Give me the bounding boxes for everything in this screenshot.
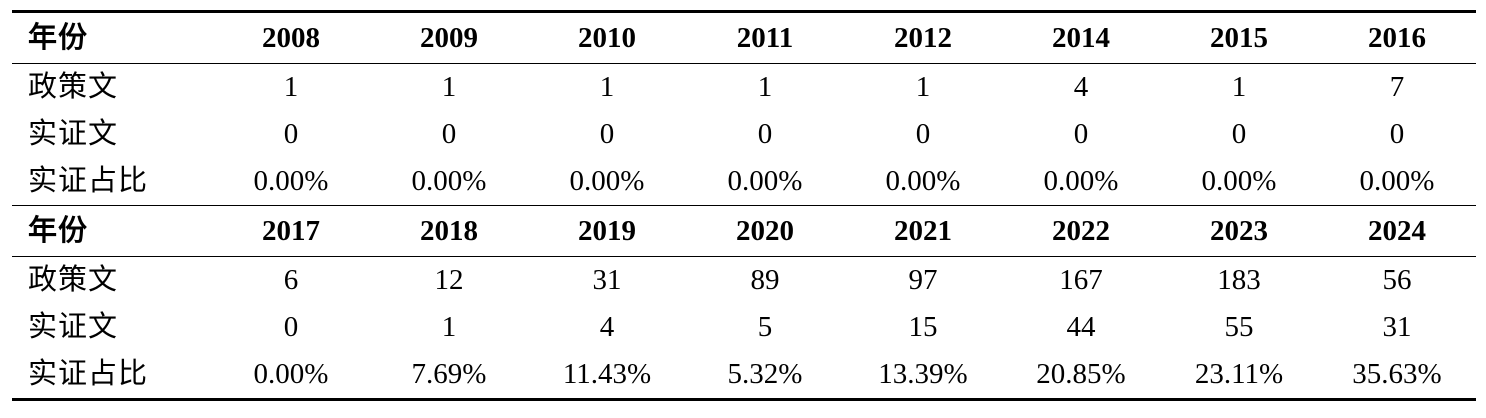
row-label: 政策文 (28, 264, 119, 296)
row-label: 实证文 (28, 311, 119, 343)
year-header-row: 年份 2008 2009 2010 2011 2012 2014 2015 2016 (12, 10, 1476, 64)
table-cell: 0.00% (212, 158, 370, 206)
table-cell: 0 (1073, 118, 1089, 150)
table-cell: 35.63% (1318, 351, 1476, 401)
table-cell: 0.00% (844, 158, 1002, 206)
table-cell: 12 (434, 264, 464, 296)
table-cell: 89 (750, 264, 780, 296)
table-cell: 7 (1389, 71, 1405, 103)
table-cell: 1 (283, 71, 299, 103)
table-cell: 31 (592, 264, 622, 296)
table-cell: 5.32% (686, 351, 844, 401)
year-header-cell: 2015 (1160, 10, 1318, 64)
year-header-label: 年份 (12, 10, 212, 64)
row-label: 政策文 (28, 71, 119, 103)
year-header-cell: 2022 (1002, 205, 1160, 257)
year-header-cell: 2019 (528, 205, 686, 257)
table-cell: 0 (1231, 118, 1247, 150)
table-cell: 0 (757, 118, 773, 150)
year-header-cell: 2023 (1160, 205, 1318, 257)
table-cell: 0.00% (528, 158, 686, 206)
table-row: 实证文 0 1 4 5 15 44 55 31 (12, 304, 1476, 351)
table-row: 实证文 0 0 0 0 0 0 0 0 (12, 111, 1476, 158)
table-cell: 0 (915, 118, 931, 150)
table-cell: 0 (599, 118, 615, 150)
table-cell: 56 (1382, 264, 1412, 296)
table-cell: 0.00% (1002, 158, 1160, 206)
table-cell: 97 (908, 264, 938, 296)
table-row: 政策文 1 1 1 1 1 4 1 7 (12, 64, 1476, 112)
row-label: 实证文 (28, 118, 119, 150)
data-table-container: 年份 2008 2009 2010 2011 2012 2014 2015 2016 政策文 1 1 1… (12, 10, 1476, 401)
table-cell: 31 (1382, 311, 1412, 343)
year-header-cell: 2020 (686, 205, 844, 257)
row-label: 实证占比 (12, 158, 212, 206)
table-cell: 1 (599, 71, 615, 103)
year-header-cell: 2017 (212, 205, 370, 257)
year-header-cell: 2008 (212, 10, 370, 64)
table-cell: 23.11% (1160, 351, 1318, 401)
table-cell: 0.00% (1160, 158, 1318, 206)
year-header-cell: 2021 (844, 205, 1002, 257)
table-cell: 44 (1066, 311, 1096, 343)
year-header-cell: 2024 (1318, 205, 1476, 257)
table-cell: 1 (915, 71, 931, 103)
table-body: 年份 2008 2009 2010 2011 2012 2014 2015 2016 政策文 1 1 1… (12, 10, 1476, 401)
statistics-table: 年份 2008 2009 2010 2011 2012 2014 2015 2016 政策文 1 1 1… (12, 10, 1476, 401)
table-cell: 0.00% (370, 158, 528, 206)
table-cell: 15 (908, 311, 938, 343)
table-cell: 167 (1059, 264, 1103, 296)
table-cell: 20.85% (1002, 351, 1160, 401)
table-cell: 7.69% (370, 351, 528, 401)
year-header-cell: 2009 (370, 10, 528, 64)
table-cell: 5 (757, 311, 773, 343)
year-header-label: 年份 (12, 205, 212, 257)
table-cell: 0 (441, 118, 457, 150)
table-cell: 4 (1073, 71, 1089, 103)
table-cell: 1 (441, 311, 457, 343)
table-row: 实证占比 0.00% 7.69% 11.43% 5.32% 13.39% 20.85% 23.… (12, 351, 1476, 401)
table-cell: 0 (283, 311, 299, 343)
year-header-cell: 2010 (528, 10, 686, 64)
table-row: 政策文 6 12 31 89 97 167 183 56 (12, 257, 1476, 305)
table-cell: 0 (283, 118, 299, 150)
table-cell: 0.00% (1318, 158, 1476, 206)
table-row: 实证占比 0.00% 0.00% 0.00% 0.00% 0.00% 0.00% 0.00% 0… (12, 158, 1476, 206)
year-header-cell: 2016 (1318, 10, 1476, 64)
year-header-cell: 2014 (1002, 10, 1160, 64)
row-label: 实证占比 (12, 351, 212, 401)
year-header-cell: 2012 (844, 10, 1002, 64)
year-header-cell: 2011 (686, 10, 844, 64)
table-cell: 1 (441, 71, 457, 103)
year-header-row: 年份 2017 2018 2019 2020 2021 2022 2023 2024 (12, 205, 1476, 257)
table-cell: 6 (283, 264, 299, 296)
table-cell: 13.39% (844, 351, 1002, 401)
table-cell: 0 (1389, 118, 1405, 150)
table-cell: 55 (1224, 311, 1254, 343)
table-cell: 11.43% (528, 351, 686, 401)
table-cell: 1 (757, 71, 773, 103)
year-header-cell: 2018 (370, 205, 528, 257)
table-cell: 183 (1217, 264, 1261, 296)
table-cell: 4 (599, 311, 615, 343)
table-cell: 0.00% (686, 158, 844, 206)
table-cell: 0.00% (212, 351, 370, 401)
table-cell: 1 (1231, 71, 1247, 103)
